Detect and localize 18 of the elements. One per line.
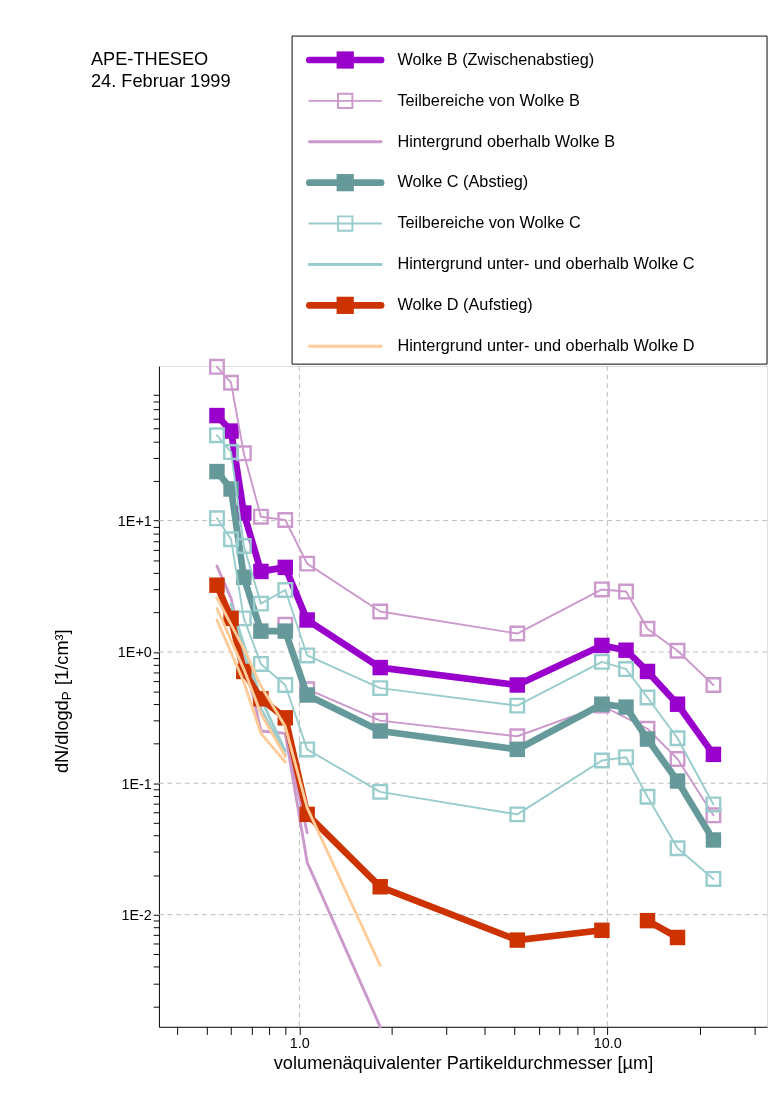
chart-title: APE-THESEO: [90, 49, 209, 70]
legend-label: Hintergrund oberhalb Wolke B: [397, 131, 616, 150]
legend-label: Hintergrund unter- und oberhalb Wolke D: [397, 336, 695, 355]
y-tick-label: 1E+1: [117, 512, 152, 529]
x-axis-title: volumenäquivalenter Partikeldurchmesser [µm]: [273, 1053, 654, 1074]
y-tick-label: 1E-1: [121, 775, 152, 792]
legend-label: Wolke C (Abstieg): [397, 172, 529, 191]
legend-label: Wolke B (Zwischenabstieg): [397, 49, 595, 68]
y-tick-label: 1E-2: [121, 906, 152, 923]
legend-label: Teilbereiche von Wolke B: [397, 90, 580, 109]
legend-label: Teilbereiche von Wolke C: [397, 213, 581, 232]
legend-label: Wolke D (Aufstieg): [397, 295, 533, 314]
chart-subtitle: 24. Februar 1999: [90, 71, 231, 92]
x-tick-label: 10.0: [593, 1035, 622, 1052]
y-axis-title: dN/dlogdP [1/cm³]: [51, 629, 74, 774]
legend-label: Hintergrund unter- und oberhalb Wolke C: [397, 254, 695, 273]
x-tick-label: 1.0: [289, 1035, 310, 1052]
y-tick-label: 1E+0: [117, 644, 152, 661]
